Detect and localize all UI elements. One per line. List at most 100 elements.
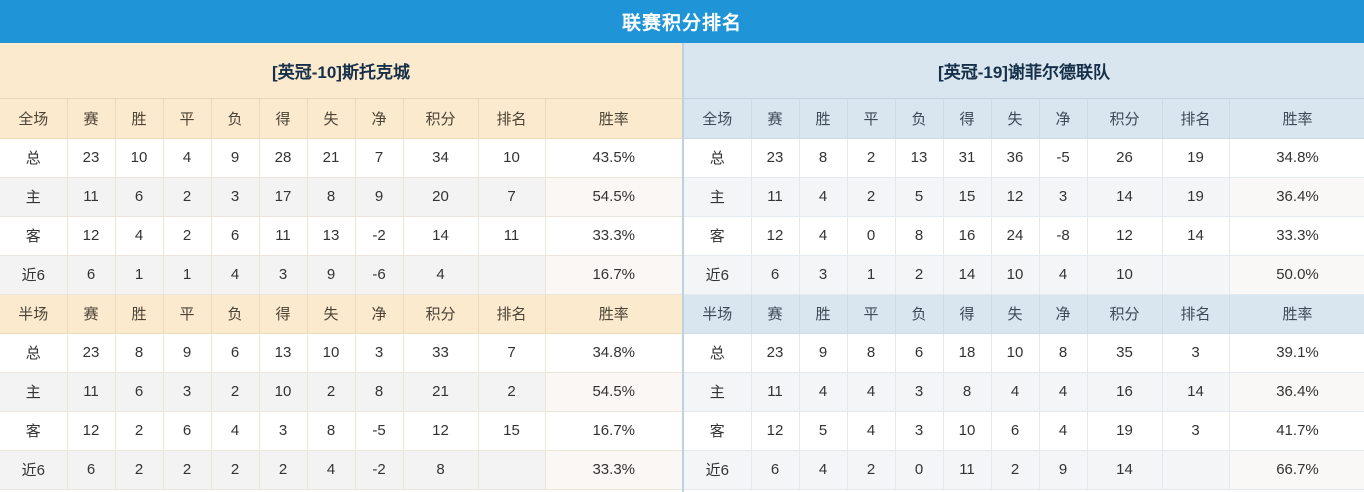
stats-header-row: 全场赛胜平负得失净积分 排名 胜率 — [0, 99, 682, 139]
cell-stat-4: 14 — [943, 255, 992, 295]
cell-winrate: 54.5% — [545, 372, 682, 412]
cell-stat-4: 28 — [259, 138, 308, 178]
team-panel-left: [英冠-10]斯托克城 全场赛胜平负得失净积分 排名 胜率总 23 10 4 9 28 21 7 3… — [0, 43, 682, 492]
cell-stat-1: 4 — [799, 450, 848, 490]
cell-stat-0: 12 — [751, 411, 800, 451]
row-label: 总 — [0, 333, 68, 373]
column-header-9: 排名 — [1162, 294, 1230, 334]
cell-stat-5: 6 — [991, 411, 1040, 451]
cell-stat-5: 12 — [991, 177, 1040, 217]
column-header-10: 胜率 — [545, 99, 682, 139]
cell-stat-4: 3 — [259, 411, 308, 451]
column-header-0: 全场 — [684, 99, 752, 139]
page-title: 联赛积分排名 — [621, 13, 742, 34]
cell-stat-0: 12 — [751, 216, 800, 256]
cell-stat-6: 9 — [1039, 450, 1088, 490]
team-name-left: [英冠-10]斯托克城 — [272, 63, 410, 82]
cell-stat-0: 23 — [751, 138, 800, 178]
cell-stat-1: 4 — [799, 177, 848, 217]
cell-stat-2: 4 — [847, 372, 896, 412]
column-header-3: 平 — [163, 99, 212, 139]
cell-stat-5: 10 — [307, 333, 356, 373]
cell-winrate: 33.3% — [1229, 216, 1364, 256]
cell-winrate: 16.7% — [545, 411, 682, 451]
table-row: 主 11 6 2 3 17 8 9 20 7 54.5% — [0, 177, 682, 217]
cell-stat-2: 2 — [163, 216, 212, 256]
column-header-10: 胜率 — [1229, 99, 1364, 139]
stats-table-left: 全场赛胜平负得失净积分 排名 胜率总 23 10 4 9 28 21 7 34 10 43.5% 主 11 6… — [0, 99, 682, 490]
table-row: 客 12 4 0 8 16 24 -8 12 14 33.3% — [684, 216, 1364, 256]
row-label: 主 — [0, 177, 68, 217]
cell-stat-5: 36 — [991, 138, 1040, 178]
table-row: 近6 6 1 1 4 3 9 -6 4 16.7% — [0, 255, 682, 295]
cell-stat-0: 12 — [67, 216, 116, 256]
cell-winrate: 34.8% — [1229, 138, 1364, 178]
cell-winrate: 41.7% — [1229, 411, 1364, 451]
cell-winrate: 39.1% — [1229, 333, 1364, 373]
row-label: 总 — [0, 138, 68, 178]
cell-stat-4: 31 — [943, 138, 992, 178]
stats-table-right: 全场赛胜平负得失净积分 排名 胜率总 23 8 2 13 31 36 -5 26 19 34.8% 主 11… — [684, 99, 1364, 490]
cell-stat-5: 2 — [307, 372, 356, 412]
cell-stat-2: 2 — [847, 138, 896, 178]
cell-stat-5: 13 — [307, 216, 356, 256]
column-header-5: 得 — [259, 294, 308, 334]
page-title-bar: 联赛积分排名 — [0, 0, 1364, 43]
column-header-4: 负 — [211, 294, 260, 334]
row-label: 客 — [684, 411, 752, 451]
column-header-8: 积分 — [1087, 99, 1163, 139]
column-header-8: 积分 — [1087, 294, 1163, 334]
cell-stat-3: 4 — [211, 255, 260, 295]
cell-winrate: 43.5% — [545, 138, 682, 178]
cell-points: 14 — [1087, 450, 1163, 490]
cell-rank: 19 — [1162, 177, 1230, 217]
cell-stat-3: 3 — [895, 372, 944, 412]
table-row: 总 23 9 8 6 18 10 8 35 3 39.1% — [684, 333, 1364, 373]
cell-winrate: 34.8% — [545, 333, 682, 373]
cell-stat-6: -6 — [355, 255, 404, 295]
cell-points: 12 — [1087, 216, 1163, 256]
cell-stat-2: 0 — [847, 216, 896, 256]
column-header-9: 排名 — [478, 294, 546, 334]
cell-rank: 7 — [478, 333, 546, 373]
cell-stat-0: 6 — [67, 450, 116, 490]
row-label: 近6 — [684, 450, 752, 490]
column-header-10: 胜率 — [545, 294, 682, 334]
cell-stat-4: 3 — [259, 255, 308, 295]
cell-stat-5: 2 — [991, 450, 1040, 490]
row-label: 总 — [684, 333, 752, 373]
column-header-0: 全场 — [0, 99, 68, 139]
cell-stat-1: 3 — [799, 255, 848, 295]
table-row: 总 23 10 4 9 28 21 7 34 10 43.5% — [0, 138, 682, 178]
cell-stat-5: 10 — [991, 333, 1040, 373]
cell-stat-3: 5 — [895, 177, 944, 217]
cell-stat-6: -2 — [355, 450, 404, 490]
cell-stat-3: 3 — [211, 177, 260, 217]
cell-winrate: 33.3% — [545, 450, 682, 490]
cell-stat-6: -2 — [355, 216, 404, 256]
team-panel-right: [英冠-19]谢菲尔德联队 全场赛胜平负得失净积分 排名 胜率总 23 8 2 13 31 36… — [682, 43, 1364, 492]
column-header-7: 净 — [1039, 99, 1088, 139]
cell-stat-3: 0 — [895, 450, 944, 490]
column-header-1: 赛 — [67, 99, 116, 139]
row-label: 客 — [684, 216, 752, 256]
row-label: 主 — [684, 372, 752, 412]
cell-rank: 3 — [1162, 411, 1230, 451]
cell-stat-0: 23 — [67, 138, 116, 178]
cell-points: 14 — [1087, 177, 1163, 217]
cell-winrate: 33.3% — [545, 216, 682, 256]
table-row: 近6 6 3 1 2 14 10 4 10 50.0% — [684, 255, 1364, 295]
cell-points: 4 — [403, 255, 479, 295]
column-header-3: 平 — [847, 99, 896, 139]
cell-rank: 14 — [1162, 216, 1230, 256]
cell-rank: 10 — [478, 138, 546, 178]
cell-stat-0: 23 — [67, 333, 116, 373]
column-header-1: 赛 — [751, 294, 800, 334]
cell-stat-5: 21 — [307, 138, 356, 178]
column-header-10: 胜率 — [1229, 294, 1364, 334]
column-header-2: 胜 — [115, 99, 164, 139]
cell-stat-6: 3 — [355, 333, 404, 373]
column-header-6: 失 — [307, 99, 356, 139]
cell-stat-6: 3 — [1039, 177, 1088, 217]
column-header-1: 赛 — [751, 99, 800, 139]
